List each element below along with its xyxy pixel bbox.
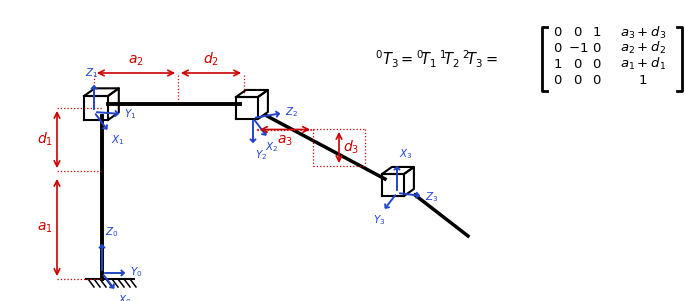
Text: $^0T_3 = {^0\!T_1}\,{^1\!T_2}\,{^2\!T_3} = $: $^0T_3 = {^0\!T_1}\,{^1\!T_2}\,{^2\!T_3}…: [375, 48, 498, 70]
Text: $a_3 + d_3$: $a_3 + d_3$: [620, 25, 666, 41]
Text: $Z_3$: $Z_3$: [425, 190, 438, 204]
Text: $Y_3$: $Y_3$: [373, 213, 385, 227]
Text: $Y_0$: $Y_0$: [130, 265, 142, 279]
Text: $a_2$: $a_2$: [128, 54, 144, 68]
Text: $Z_1$: $Z_1$: [86, 66, 99, 80]
Text: $1$: $1$: [638, 73, 647, 86]
Text: $X_0$: $X_0$: [118, 293, 132, 301]
Text: $0$: $0$: [573, 73, 583, 86]
Text: $X_1$: $X_1$: [111, 133, 125, 147]
Text: $a_1 + d_1$: $a_1 + d_1$: [620, 56, 666, 72]
Text: $Z_2$: $Z_2$: [285, 105, 298, 119]
Text: $a_1$: $a_1$: [37, 220, 53, 235]
Text: $0$: $0$: [553, 26, 563, 39]
Text: $0$: $0$: [573, 57, 583, 70]
Text: $0$: $0$: [553, 42, 563, 54]
Text: $Y_2$: $Y_2$: [255, 148, 267, 162]
Text: $0$: $0$: [593, 42, 601, 54]
Text: $a_2 + d_2$: $a_2 + d_2$: [620, 40, 666, 56]
Text: $1$: $1$: [553, 57, 562, 70]
Text: $X_3$: $X_3$: [399, 147, 412, 161]
Text: $d_2$: $d_2$: [203, 51, 219, 68]
Text: $d_1$: $d_1$: [37, 131, 53, 148]
Text: $a_3$: $a_3$: [277, 134, 293, 148]
Text: $X_2$: $X_2$: [265, 140, 278, 154]
Text: $1$: $1$: [593, 26, 601, 39]
Text: $Z_0$: $Z_0$: [105, 225, 119, 239]
Text: $Y_1$: $Y_1$: [124, 107, 136, 121]
Text: $d_3$: $d_3$: [343, 139, 359, 156]
Text: $0$: $0$: [553, 73, 563, 86]
Text: $0$: $0$: [573, 26, 583, 39]
Text: $0$: $0$: [593, 73, 601, 86]
Text: $0$: $0$: [593, 57, 601, 70]
Text: $-1$: $-1$: [568, 42, 588, 54]
